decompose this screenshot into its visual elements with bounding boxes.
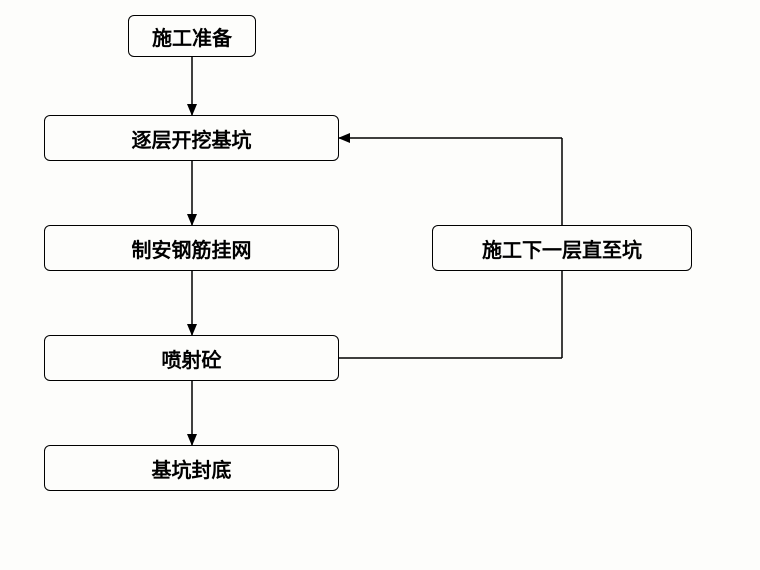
flow-node-rebar: 制安钢筋挂网 xyxy=(44,225,339,271)
flow-node-shotcrete: 喷射砼 xyxy=(44,335,339,381)
flow-node-excavate: 逐层开挖基坑 xyxy=(44,115,339,161)
node-label: 制安钢筋挂网 xyxy=(132,234,252,263)
flow-node-nextlayer: 施工下一层直至坑 xyxy=(432,225,692,271)
node-label: 喷射砼 xyxy=(162,344,222,373)
node-label: 逐层开挖基坑 xyxy=(132,124,252,153)
node-label: 施工准备 xyxy=(152,22,232,51)
flow-node-seal: 基坑封底 xyxy=(44,445,339,491)
flow-node-prep: 施工准备 xyxy=(128,15,256,57)
node-label: 基坑封底 xyxy=(152,454,232,483)
node-label: 施工下一层直至坑 xyxy=(482,234,642,263)
